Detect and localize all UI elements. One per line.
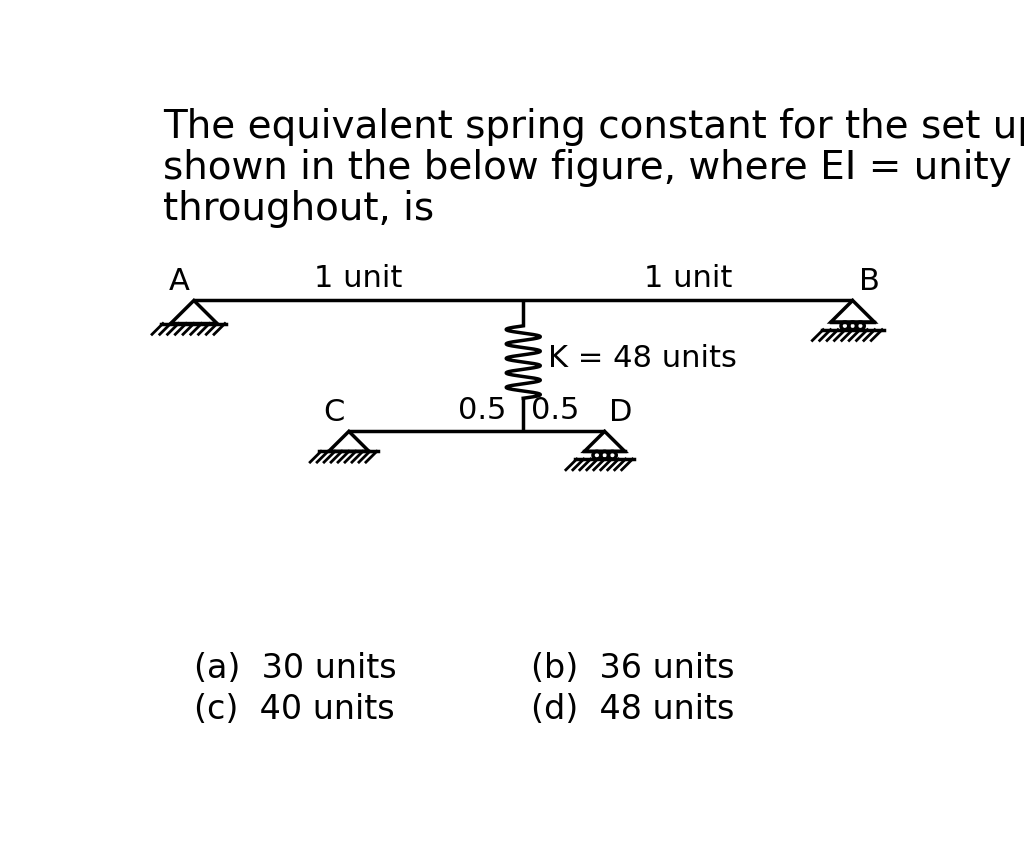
Text: D: D — [608, 399, 632, 428]
Text: 0.5: 0.5 — [531, 396, 580, 425]
Text: shown in the below figure, where EI = unity: shown in the below figure, where EI = un… — [163, 149, 1012, 187]
Text: (b)  36 units: (b) 36 units — [531, 653, 734, 685]
Text: B: B — [859, 267, 880, 296]
Text: 1 unit: 1 unit — [644, 263, 732, 293]
Text: 1 unit: 1 unit — [314, 263, 402, 293]
Text: A: A — [169, 267, 190, 296]
Text: throughout, is: throughout, is — [163, 189, 434, 227]
Text: 0.5: 0.5 — [458, 396, 506, 425]
Text: (d)  48 units: (d) 48 units — [531, 693, 734, 726]
Text: (a)  30 units: (a) 30 units — [194, 653, 396, 685]
Text: (c)  40 units: (c) 40 units — [194, 693, 394, 726]
Text: C: C — [324, 399, 345, 428]
Text: K = 48 units: K = 48 units — [548, 344, 737, 373]
Text: The equivalent spring constant for the set up: The equivalent spring constant for the s… — [163, 108, 1024, 146]
